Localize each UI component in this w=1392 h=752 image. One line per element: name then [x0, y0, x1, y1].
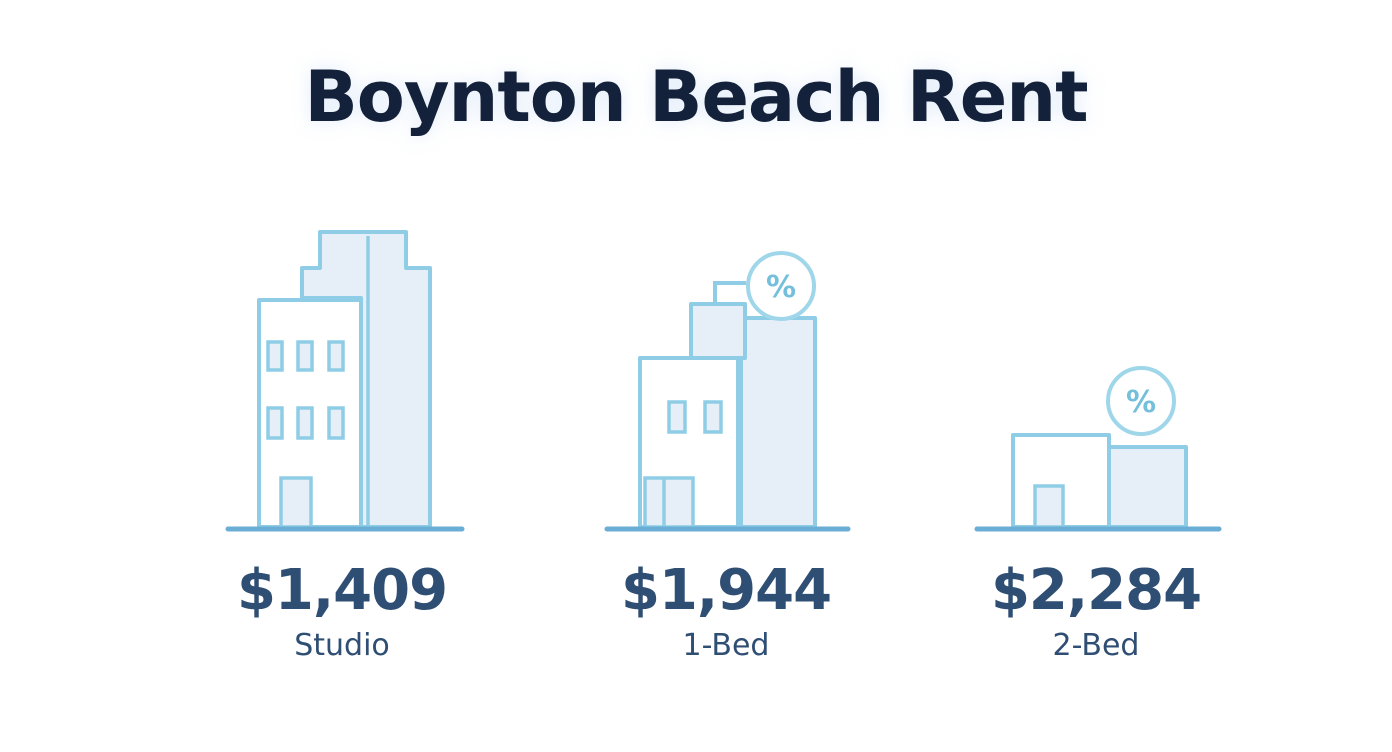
medium-building-icon: % — [604, 251, 851, 532]
tall-building-icon — [225, 230, 465, 532]
studio-price: $1,409 — [236, 558, 448, 623]
percent-symbol: % — [1126, 385, 1156, 420]
percent-symbol: % — [766, 270, 796, 305]
percent-badge-icon: % — [1106, 366, 1176, 436]
two-bed-price: $2,284 — [990, 558, 1202, 623]
studio-label: Studio — [294, 628, 390, 663]
percent-badge-icon: % — [746, 251, 816, 321]
page-title: Boynton Beach Rent — [304, 56, 1088, 138]
low-building-icon: % — [974, 366, 1222, 532]
one-bed-price: $1,944 — [620, 558, 832, 623]
one-bed-label: 1-Bed — [682, 628, 770, 663]
two-bed-label: 2-Bed — [1052, 628, 1140, 663]
